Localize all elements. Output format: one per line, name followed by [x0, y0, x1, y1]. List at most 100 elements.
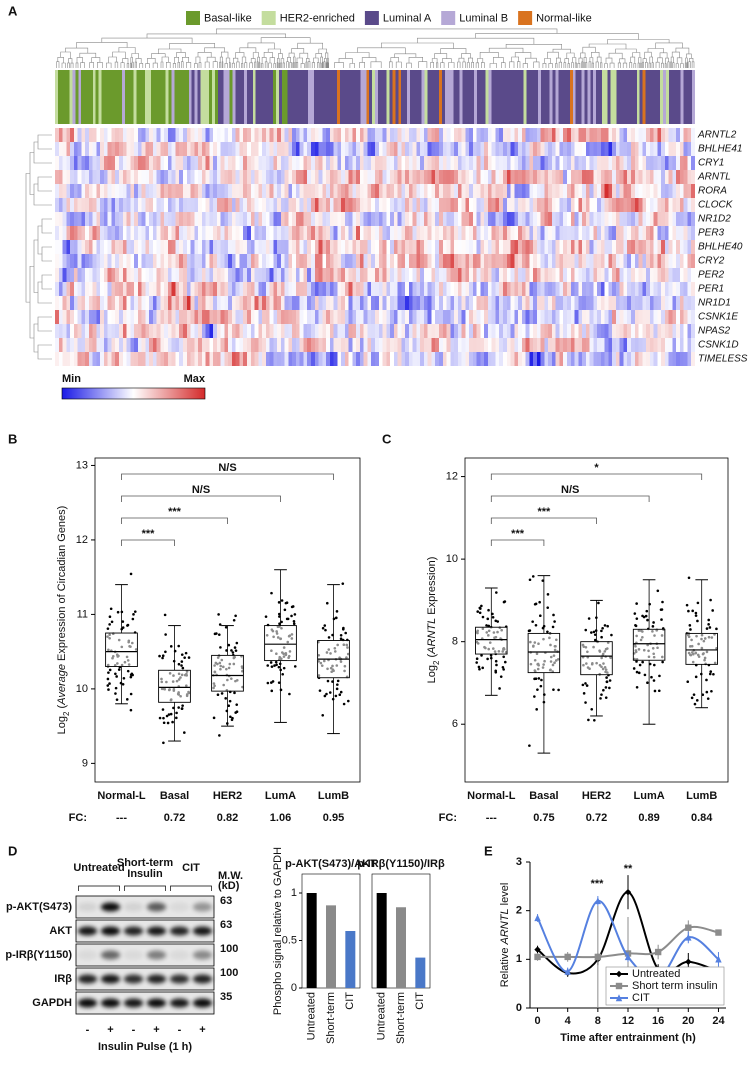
- y-axis-label-part: 2: [62, 711, 71, 716]
- jitter-point: [235, 703, 239, 706]
- x-tick-label: Normal-L: [467, 790, 516, 802]
- jitter-point: [183, 731, 186, 734]
- y-tick-label: 10: [76, 683, 88, 695]
- treatment-sign: -: [178, 1024, 182, 1036]
- significance-bracket: [121, 473, 334, 480]
- jitter-point: [707, 623, 710, 626]
- heatmap-row: [55, 226, 695, 240]
- y-tick-label: 11: [77, 608, 88, 620]
- jitter-point: [163, 613, 167, 617]
- x-tick-label: HER2: [582, 790, 611, 802]
- scale-min: Min: [62, 373, 81, 385]
- fold-change: 0.72: [164, 812, 185, 824]
- jitter-point: [606, 624, 609, 628]
- jitter-point: [335, 687, 339, 691]
- blot-band: [146, 950, 167, 960]
- jitter-point: [661, 660, 664, 664]
- jitter-point: [546, 630, 549, 634]
- heatmap-row: [55, 296, 695, 310]
- x-axis-label: Time after entrainment (h): [560, 1032, 696, 1044]
- jitter-point: [227, 704, 231, 708]
- heatmap-row: [55, 352, 695, 366]
- jitter-point: [656, 589, 660, 593]
- jitter-point: [691, 609, 694, 613]
- jitter-point: [486, 657, 489, 661]
- significance-label: ***: [168, 506, 182, 518]
- jitter-point: [695, 699, 699, 702]
- jitter-point: [709, 670, 713, 673]
- jitter-point: [694, 675, 698, 679]
- jitter-point: [709, 598, 712, 602]
- fc-label: FC:: [439, 812, 457, 824]
- jitter-point: [336, 683, 339, 686]
- jitter-point: [293, 665, 297, 668]
- jitter-point: [347, 699, 350, 703]
- jitter-point: [166, 721, 170, 725]
- jitter-point: [129, 692, 133, 696]
- jitter-point: [234, 614, 237, 618]
- gene-label: NPAS2: [698, 326, 730, 337]
- jitter-point: [712, 672, 715, 676]
- jitter-point: [180, 707, 184, 710]
- jitter-point: [114, 672, 117, 676]
- gene-label: TIMELESS: [698, 354, 748, 365]
- jitter-point: [481, 615, 485, 619]
- jitter-point: [503, 600, 507, 603]
- y-tick-label: 3: [516, 856, 522, 868]
- jitter-point: [688, 624, 692, 627]
- box: [580, 641, 613, 676]
- jitter-point: [539, 614, 542, 618]
- jitter-point: [325, 601, 329, 605]
- blot-row-label: AKT: [49, 925, 72, 937]
- fold-change: 0.95: [323, 812, 344, 824]
- blot-band: [123, 974, 144, 984]
- significance-bracket: [490, 517, 597, 524]
- jitter-point: [557, 688, 560, 692]
- fold-change: 0.75: [533, 812, 554, 824]
- jitter-point: [282, 666, 286, 670]
- jitter-point: [292, 622, 296, 626]
- jitter-point: [696, 601, 700, 605]
- subtype-bar: [55, 70, 695, 124]
- mw-value: 63: [220, 895, 232, 907]
- jitter-point: [551, 625, 555, 629]
- jitter-point: [161, 654, 165, 658]
- legend-swatch: [261, 11, 276, 25]
- jitter-point: [187, 656, 191, 659]
- jitter-point: [280, 620, 283, 624]
- jitter-point: [117, 668, 121, 671]
- marker: [715, 929, 722, 936]
- mw-value: 35: [220, 991, 232, 1003]
- y-tick-label: 9: [82, 757, 88, 769]
- jitter-point: [634, 624, 638, 628]
- gene-label: BHLHE40: [698, 242, 743, 253]
- jitter-point: [109, 607, 113, 611]
- jitter-point: [635, 660, 638, 663]
- jitter-point: [605, 676, 608, 679]
- jitter-point: [633, 612, 637, 615]
- box: [211, 654, 244, 692]
- group-label: Insulin: [127, 868, 163, 880]
- blot-strip: [75, 895, 215, 919]
- jitter-point: [651, 625, 655, 628]
- jitter-point: [177, 644, 181, 648]
- jitter-point: [181, 666, 185, 670]
- significance-label: ***: [511, 528, 525, 540]
- treatment-sign: -: [86, 1024, 90, 1036]
- jitter-point: [323, 694, 327, 698]
- jitter-point: [711, 609, 714, 612]
- legend-label: Untreated: [632, 968, 680, 980]
- jitter-point: [593, 718, 596, 722]
- y-tick-label: 8: [452, 636, 458, 648]
- blot-row-label: p-AKT(S473): [6, 901, 72, 913]
- heatmap-row: [55, 268, 695, 282]
- fold-change: 1.06: [270, 812, 291, 824]
- jitter-point: [164, 633, 167, 636]
- jitter-point: [224, 626, 228, 629]
- annotation: **: [624, 863, 633, 875]
- x-tick-label: 8: [595, 1015, 601, 1027]
- jitter-point: [234, 649, 238, 652]
- blot-strip: [75, 919, 215, 943]
- y-axis-label-part: ARNTL: [499, 908, 511, 945]
- jitter-point: [660, 618, 663, 621]
